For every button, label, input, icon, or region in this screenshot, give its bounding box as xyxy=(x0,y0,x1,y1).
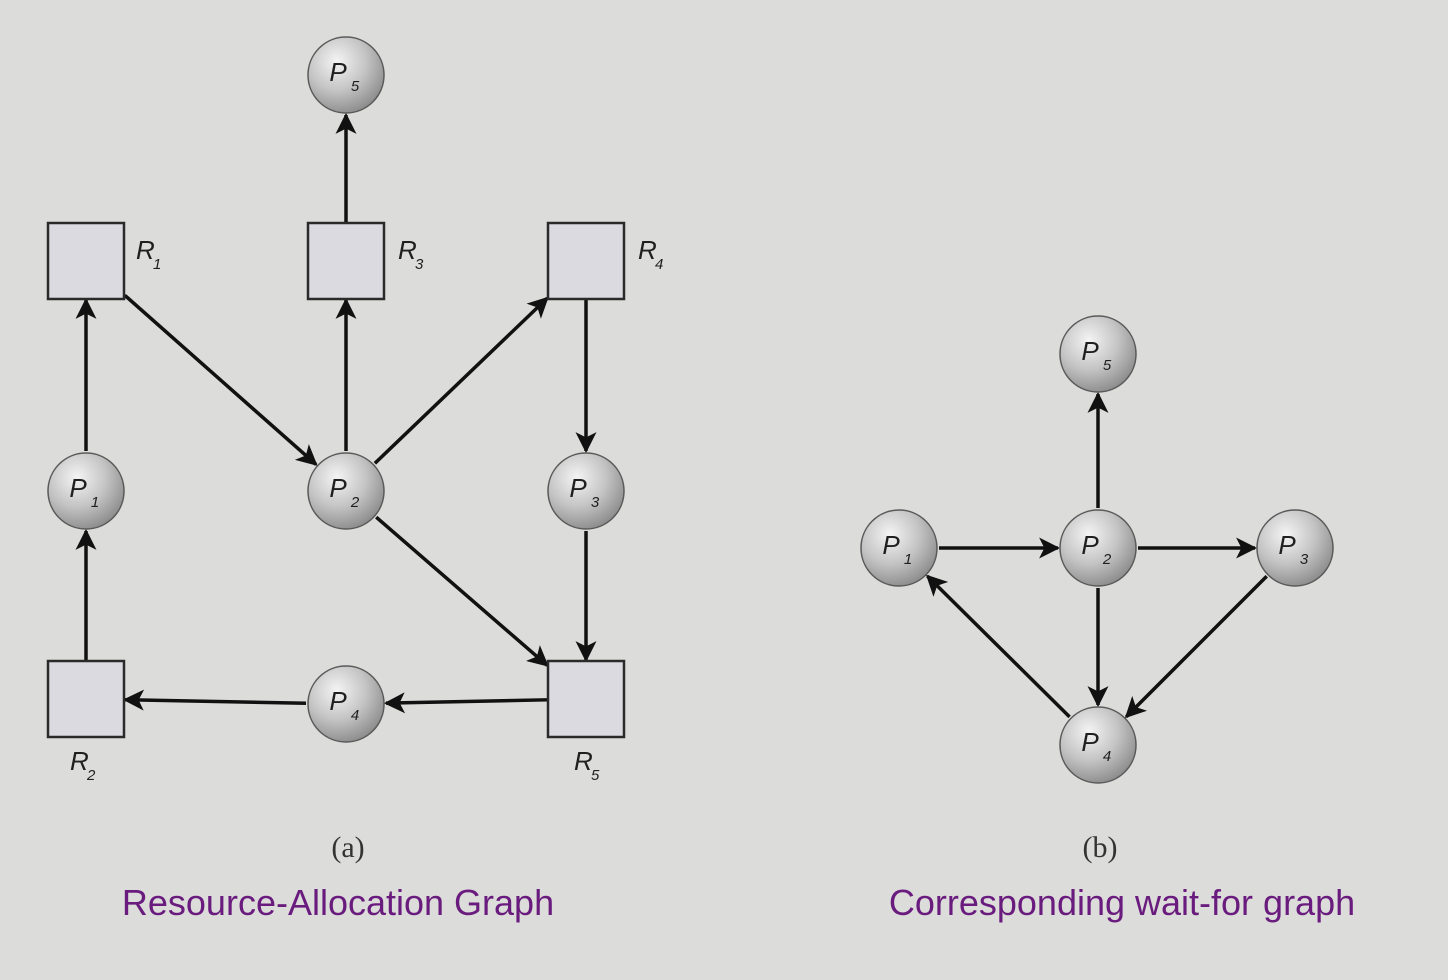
resource-node-r1: R1 xyxy=(46,221,161,301)
edge-p4-to-p1 xyxy=(925,574,1071,719)
process-label: P xyxy=(1081,530,1099,560)
edge-p2-to-r4 xyxy=(373,296,549,465)
process-circle xyxy=(47,452,125,530)
edge-r1-to-p2 xyxy=(123,293,318,466)
process-label-subscript: 4 xyxy=(1103,748,1111,765)
resource-label: R xyxy=(574,746,593,776)
process-circle xyxy=(307,665,385,743)
resource-box xyxy=(546,221,626,301)
process-circle xyxy=(307,36,385,114)
graph-b-edges xyxy=(925,391,1268,719)
resource-label: R xyxy=(70,746,89,776)
process-label-subscript: 5 xyxy=(1103,357,1112,374)
process-circle xyxy=(860,509,938,587)
graph-b-nodes: P 1 P 2 P 3P 4P 5 xyxy=(860,315,1334,784)
resource-box xyxy=(306,221,386,301)
process-label: P xyxy=(329,473,347,503)
caption-wait-for-graph: Corresponding wait-for graph xyxy=(889,882,1355,923)
resource-label: R xyxy=(136,235,155,265)
process-label: P xyxy=(1081,336,1099,366)
resource-node-r3: R3 xyxy=(306,221,424,301)
process-label: P xyxy=(329,686,347,716)
caption-resource-allocation-graph: Resource-Allocation Graph xyxy=(122,882,554,923)
graph-a-edges xyxy=(75,112,597,714)
process-label-subscript: 2 xyxy=(1102,551,1112,568)
resource-label-subscript: 1 xyxy=(153,256,161,273)
panel-label-a: (a) xyxy=(331,831,364,864)
resource-node-r4: R4 xyxy=(546,221,663,301)
resource-node-r5: R5 xyxy=(546,659,626,784)
process-circle xyxy=(1256,509,1334,587)
edge-p4-to-r2 xyxy=(122,689,307,711)
process-circle xyxy=(307,452,385,530)
process-label: P xyxy=(329,57,347,87)
process-label-subscript: 3 xyxy=(591,494,600,511)
resource-node-r2: R2 xyxy=(46,659,126,784)
process-label: P xyxy=(882,530,900,560)
process-label-subscript: 3 xyxy=(1300,551,1309,568)
process-label-subscript: 5 xyxy=(351,78,360,95)
resource-box xyxy=(46,659,126,739)
process-circle xyxy=(1059,509,1137,587)
edge-r5-to-p4 xyxy=(383,692,548,714)
process-label: P xyxy=(1278,530,1296,560)
process-label: P xyxy=(69,473,87,503)
resource-label-subscript: 4 xyxy=(655,256,663,273)
edge-p3-to-p4 xyxy=(1124,575,1268,719)
process-label-subscript: 1 xyxy=(91,494,99,511)
resource-label-subscript: 2 xyxy=(86,767,96,784)
resource-label-subscript: 3 xyxy=(415,256,424,273)
resource-box xyxy=(46,221,126,301)
process-label-subscript: 2 xyxy=(350,494,360,511)
process-label: P xyxy=(569,473,587,503)
resource-box xyxy=(546,659,626,739)
process-circle xyxy=(1059,315,1137,393)
resource-label: R xyxy=(398,235,417,265)
resource-label: R xyxy=(638,235,657,265)
wait-for-graph: P 1 P 2 P 3P 4P 5 xyxy=(860,315,1334,784)
edge-p2-to-r5 xyxy=(375,515,549,667)
process-label: P xyxy=(1081,727,1099,757)
process-label-subscript: 4 xyxy=(351,707,359,724)
panel-label-b: (b) xyxy=(1083,831,1118,864)
process-circle xyxy=(547,452,625,530)
resource-label-subscript: 5 xyxy=(591,767,600,784)
process-circle xyxy=(1059,706,1137,784)
process-label-subscript: 1 xyxy=(904,551,912,568)
